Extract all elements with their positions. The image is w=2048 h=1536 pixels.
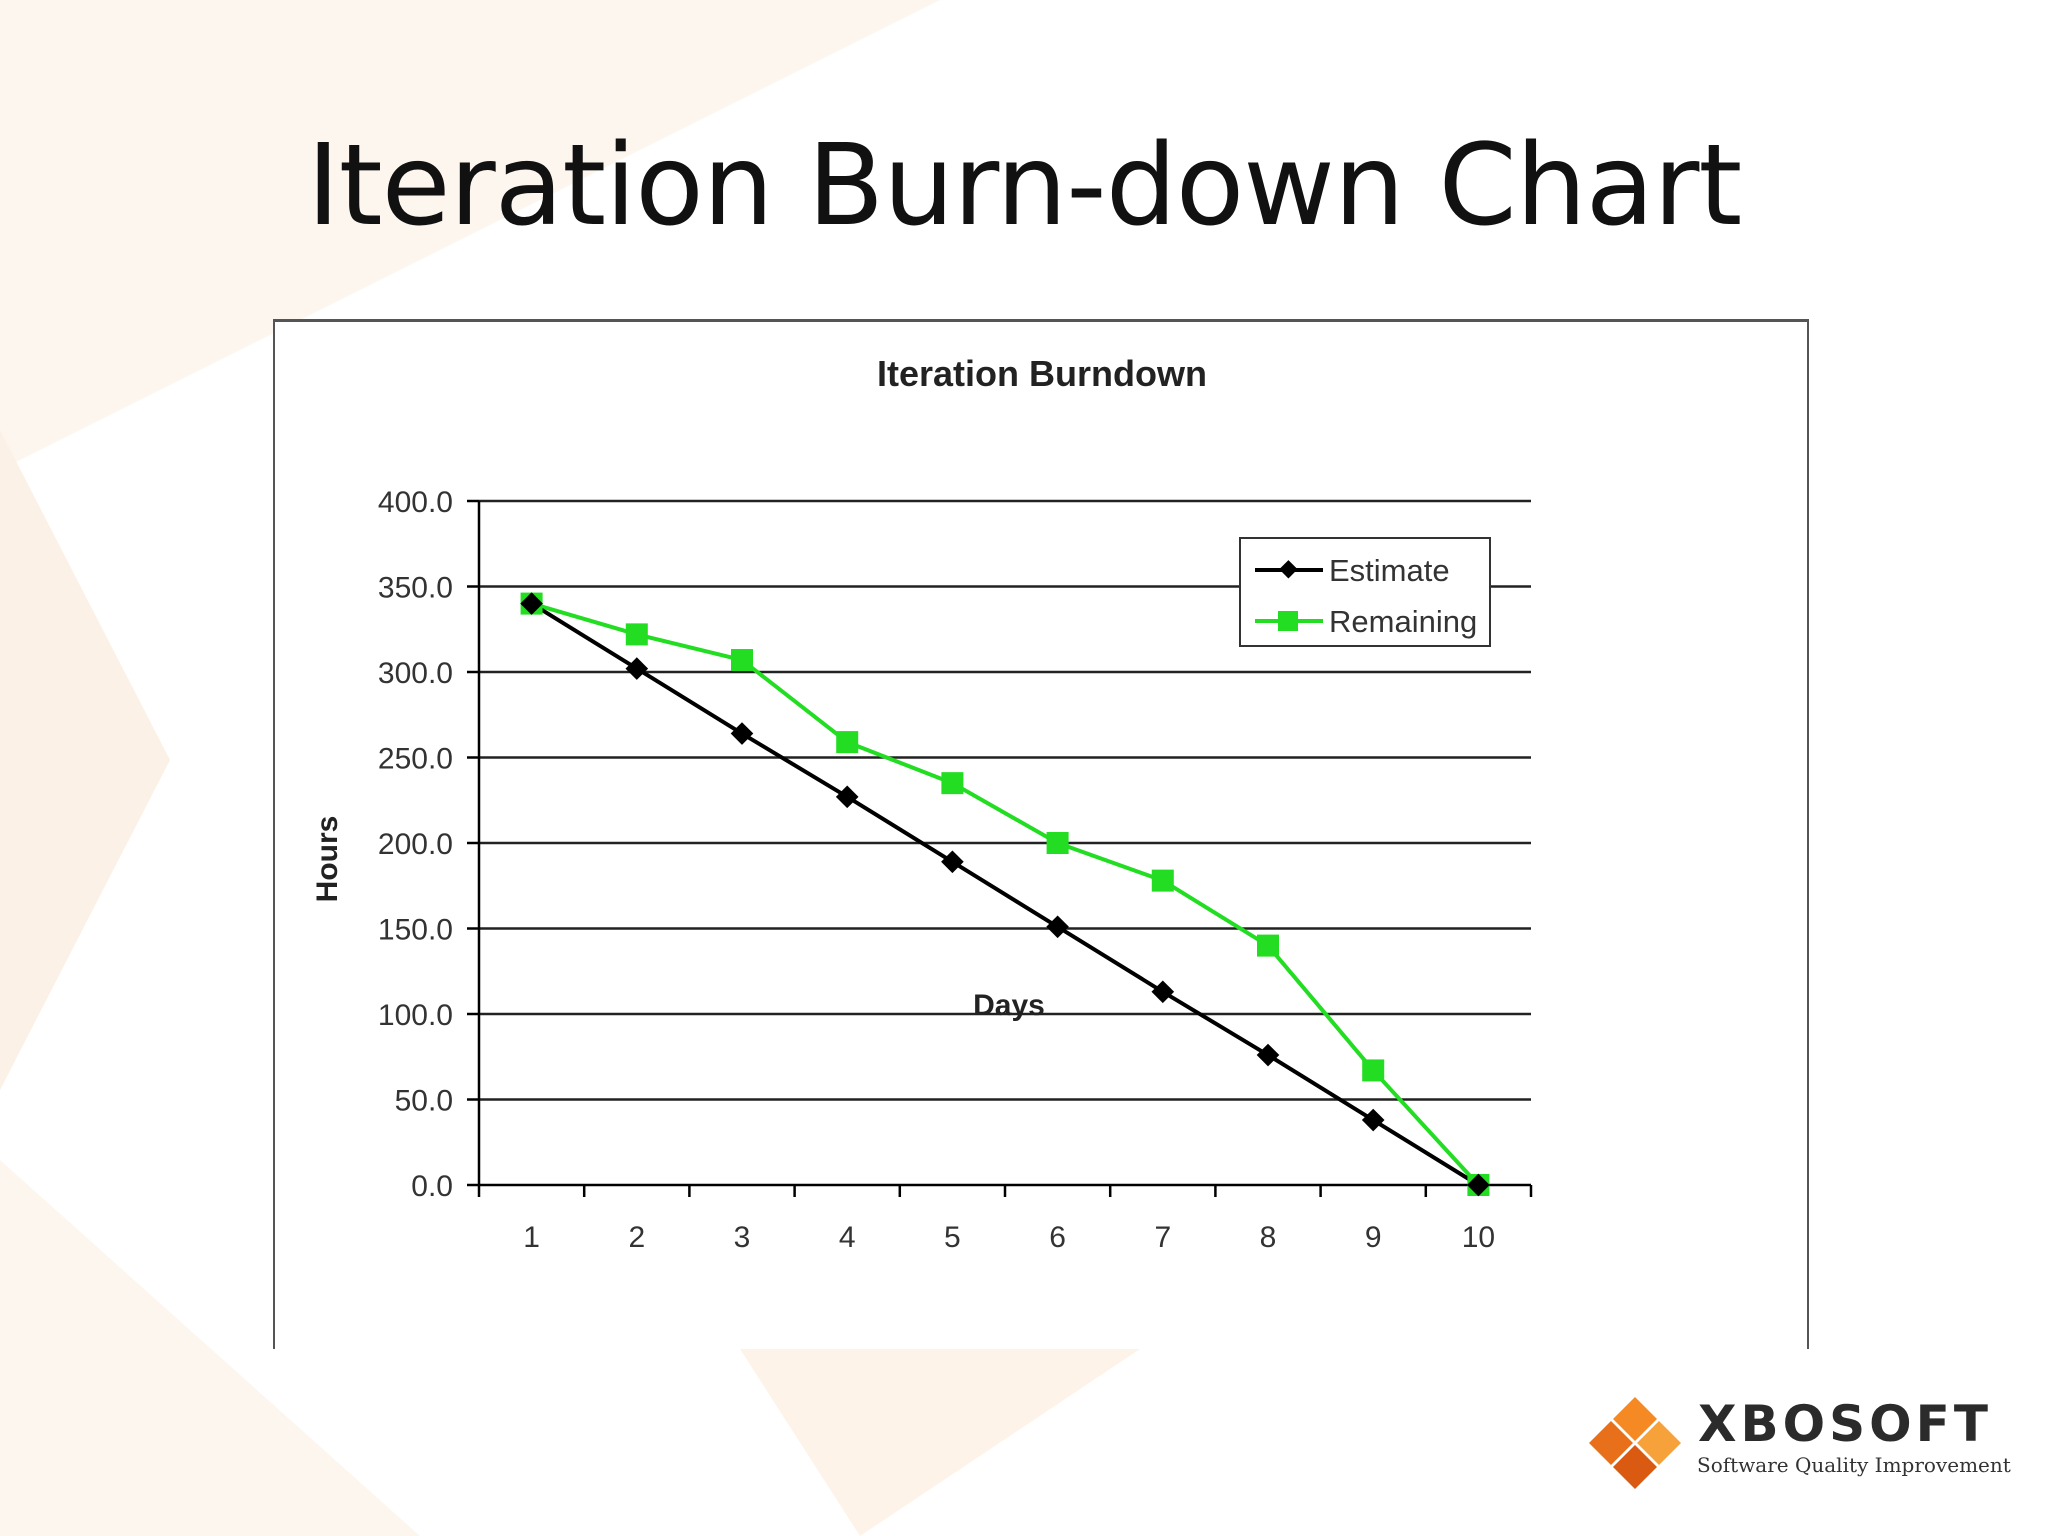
chart-panel: Iteration Burndown 0.0 50.0 100.0 150.0 200.… bbox=[273, 319, 1809, 1349]
logo-tagline: Software Quality Improvement bbox=[1697, 1453, 2011, 1477]
background-chevron-left bbox=[0, 430, 170, 1090]
series-line-estimate bbox=[530, 601, 1480, 1187]
chart-title: Iteration Burndown bbox=[877, 353, 1207, 394]
x-tick-label: 7 bbox=[1154, 1221, 1171, 1254]
legend: Estimate Remaining bbox=[1239, 537, 1491, 647]
background-tint-bottom bbox=[0, 1160, 420, 1536]
y-tick-label: 300.0 bbox=[378, 657, 453, 690]
x-axis-label: Days bbox=[973, 989, 1045, 1022]
data-point-remaining bbox=[941, 772, 964, 795]
legend-box bbox=[1239, 537, 1491, 647]
data-point-remaining bbox=[1362, 1059, 1385, 1082]
xbosoft-logo: XBOSOFT Software Quality Improvement bbox=[1585, 1395, 2011, 1495]
legend-remaining-marker bbox=[1278, 611, 1298, 631]
logo-diamond-icon bbox=[1589, 1397, 1681, 1489]
x-tick-label: 9 bbox=[1365, 1221, 1382, 1254]
data-point-estimate bbox=[1151, 980, 1175, 1004]
y-axis-label: Hours bbox=[311, 816, 344, 903]
data-point-remaining bbox=[836, 731, 859, 754]
legend-estimate-label: Estimate bbox=[1329, 553, 1450, 588]
slide-title: Iteration Burn-down Chart bbox=[306, 121, 1743, 251]
x-tick-label: 5 bbox=[944, 1221, 961, 1254]
x-tick-label: 1 bbox=[523, 1221, 540, 1254]
background-chevron-bottom bbox=[740, 1349, 1140, 1536]
data-point-estimate bbox=[941, 850, 964, 874]
data-point-estimate bbox=[1256, 1043, 1280, 1067]
x-tick-label: 8 bbox=[1260, 1221, 1277, 1254]
data-point-estimate bbox=[835, 785, 859, 809]
y-tick-label: 100.0 bbox=[378, 999, 453, 1032]
series bbox=[520, 592, 1490, 1197]
data-point-estimate bbox=[1046, 915, 1069, 939]
y-tick-label: 0.0 bbox=[411, 1170, 453, 1203]
y-tick-label: 200.0 bbox=[378, 828, 453, 861]
data-point-remaining bbox=[625, 623, 648, 646]
data-point-remaining bbox=[1257, 934, 1279, 957]
x-tick-label: 10 bbox=[1462, 1221, 1495, 1254]
data-point-remaining bbox=[1151, 869, 1174, 892]
x-tick-label: 2 bbox=[628, 1221, 645, 1254]
data-point-estimate bbox=[1467, 1173, 1490, 1197]
axes: 0.0 50.0 100.0 150.0 200.0 250.0 300.0 350.0 400… bbox=[378, 486, 1533, 1254]
x-tick-label: 3 bbox=[734, 1221, 751, 1254]
y-tick-label: 350.0 bbox=[378, 572, 453, 605]
legend-remaining-label: Remaining bbox=[1329, 604, 1477, 639]
data-point-estimate bbox=[625, 657, 649, 680]
series-line-remaining bbox=[531, 601, 1480, 1187]
data-point-remaining bbox=[1046, 832, 1069, 854]
x-tick-label: 4 bbox=[839, 1221, 856, 1254]
background-tint-top bbox=[0, 0, 940, 470]
grid-lines bbox=[479, 499, 1531, 1101]
y-tick-label: 150.0 bbox=[378, 914, 453, 947]
y-tick-label: 250.0 bbox=[378, 743, 453, 776]
y-tick-label: 400.0 bbox=[378, 486, 453, 519]
data-point-estimate bbox=[520, 592, 543, 615]
logo-name: XBOSOFT bbox=[1698, 1395, 1992, 1453]
x-tick-label: 6 bbox=[1049, 1221, 1066, 1254]
data-point-remaining bbox=[731, 649, 753, 672]
data-point-estimate bbox=[730, 722, 754, 745]
y-tick-label: 50.0 bbox=[395, 1085, 453, 1118]
burndown-chart: Iteration Burndown 0.0 50.0 100.0 150.0 200.… bbox=[311, 353, 1533, 1254]
data-point-estimate bbox=[1361, 1108, 1385, 1132]
